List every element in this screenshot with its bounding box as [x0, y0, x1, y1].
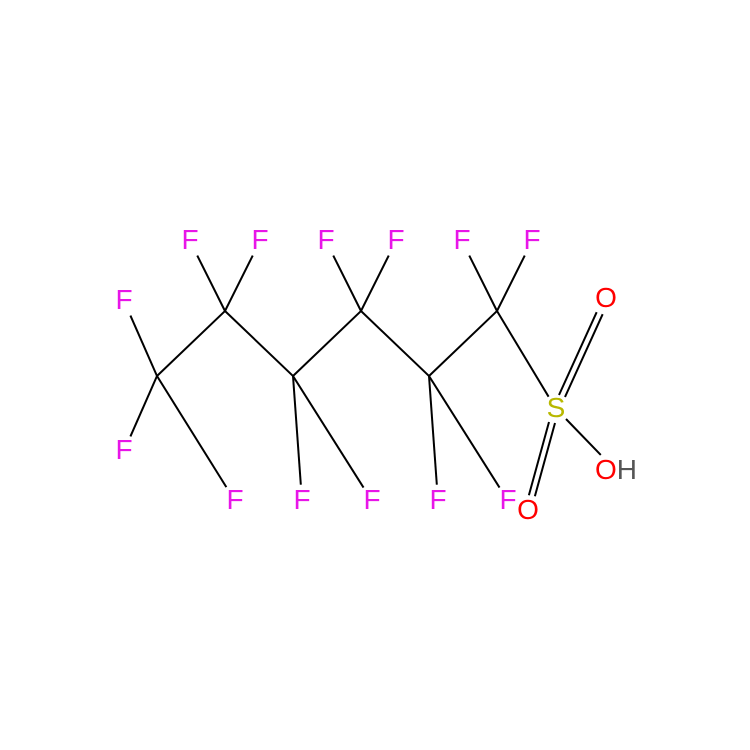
bond-line	[292, 376, 302, 485]
bond-line	[156, 375, 227, 487]
atom-f10: F	[429, 486, 446, 514]
bond-line	[496, 310, 549, 397]
bond-line	[558, 312, 597, 396]
bond-line	[428, 375, 500, 488]
bond-line	[156, 310, 225, 376]
atom-s: S	[547, 394, 566, 422]
bond-line	[360, 255, 390, 312]
bond-line	[224, 255, 254, 312]
atom-f12: F	[453, 226, 470, 254]
atom-f9: F	[387, 226, 404, 254]
bond-line	[360, 310, 429, 376]
bond-line	[196, 255, 226, 312]
bond-line	[564, 314, 603, 398]
bond-line	[496, 255, 526, 312]
bond-line	[332, 255, 362, 312]
bond-line	[428, 310, 497, 376]
atom-f4: F	[181, 226, 198, 254]
bond-line	[130, 376, 158, 437]
bond-line	[292, 310, 361, 376]
bond-line	[528, 421, 550, 495]
bond-line	[292, 375, 364, 488]
atom-f13: F	[523, 226, 540, 254]
bond-line	[428, 376, 438, 485]
bond-line	[224, 310, 293, 376]
bond-line	[565, 418, 601, 456]
bond-line	[468, 255, 498, 312]
bond-line	[130, 315, 158, 376]
atom-oh: OH	[595, 456, 637, 484]
atom-o2: O	[517, 496, 539, 524]
atom-f5: F	[251, 226, 268, 254]
atom-f6: F	[293, 486, 310, 514]
atom-f3: F	[226, 486, 243, 514]
atom-f11: F	[499, 486, 516, 514]
atom-f8: F	[317, 226, 334, 254]
atom-o1: O	[595, 284, 617, 312]
atom-f7: F	[363, 486, 380, 514]
atom-f1: F	[115, 286, 132, 314]
atom-f2: F	[115, 436, 132, 464]
